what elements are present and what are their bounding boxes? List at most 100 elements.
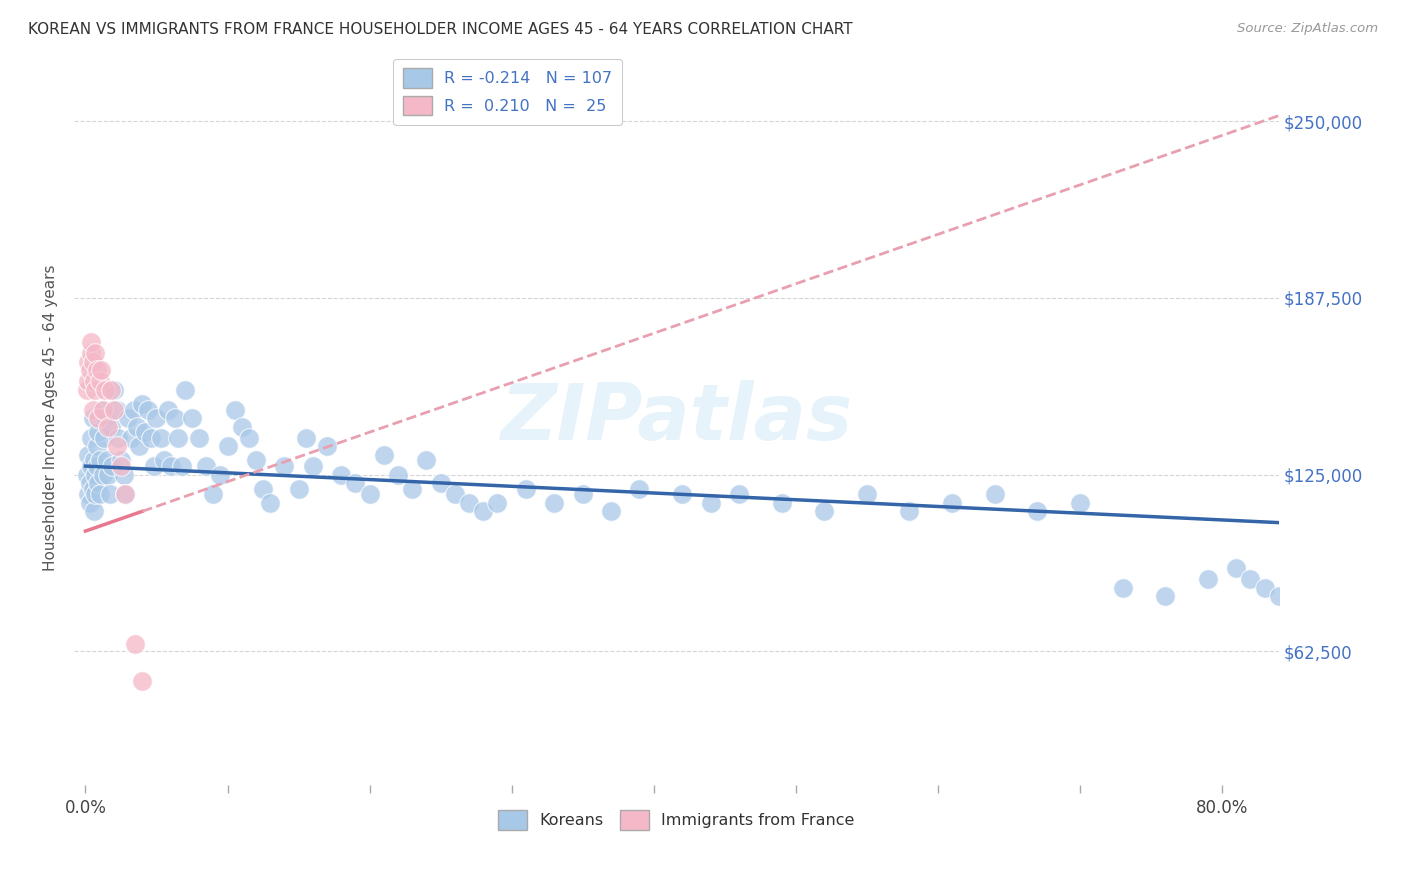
Point (110, 453, 132, 467)
Point (112, 467, 135, 482)
Point (174, 383, 197, 397)
Point (238, 431, 260, 445)
Point (86, 459, 108, 474)
Point (80, 459, 103, 474)
Point (159, 459, 181, 474)
Point (1154, 589, 1177, 603)
Point (181, 411, 204, 425)
Point (82, 354, 104, 368)
Point (301, 459, 323, 474)
Point (80, 431, 103, 445)
Point (671, 487, 693, 501)
Point (1225, 561, 1247, 575)
Point (83, 453, 105, 467)
Point (1253, 581, 1275, 595)
Point (294, 431, 316, 445)
Point (142, 459, 165, 474)
Point (84, 383, 107, 397)
Point (122, 402, 145, 417)
Point (93, 431, 115, 445)
Point (195, 459, 218, 474)
Point (100, 383, 122, 397)
Point (98, 487, 121, 501)
Point (101, 459, 124, 474)
Point (699, 496, 721, 510)
Point (224, 402, 246, 417)
Point (84, 487, 107, 501)
Point (87, 411, 110, 425)
Point (728, 487, 751, 501)
Point (163, 411, 186, 425)
Point (571, 487, 593, 501)
Point (124, 637, 146, 651)
Point (79, 496, 101, 510)
Point (152, 453, 174, 467)
Point (87, 425, 110, 440)
Point (77, 487, 100, 501)
Point (259, 496, 281, 510)
Point (89, 453, 111, 467)
Point (139, 431, 162, 445)
Point (86, 363, 108, 377)
Point (131, 673, 153, 688)
Point (344, 476, 367, 491)
Point (1282, 572, 1305, 586)
Point (97, 419, 120, 434)
Point (898, 504, 921, 518)
Point (114, 487, 136, 501)
Point (373, 448, 395, 462)
Point (82, 482, 104, 496)
Point (83, 504, 105, 518)
Point (316, 439, 339, 453)
Point (90, 363, 112, 377)
Point (89, 487, 111, 501)
Point (77, 448, 100, 462)
Point (77, 374, 100, 388)
Point (209, 467, 232, 482)
Point (166, 431, 188, 445)
Point (82, 402, 104, 417)
Point (770, 496, 793, 510)
Point (170, 459, 193, 474)
Point (131, 397, 153, 411)
Point (77, 354, 100, 368)
Point (97, 467, 120, 482)
Point (114, 487, 136, 501)
Point (84, 346, 107, 360)
Point (543, 496, 565, 510)
Point (149, 431, 172, 445)
Point (515, 482, 537, 496)
Point (472, 504, 495, 518)
Point (80, 346, 103, 360)
Text: Source: ZipAtlas.com: Source: ZipAtlas.com (1237, 22, 1378, 36)
Point (76, 467, 98, 482)
Point (91, 467, 114, 482)
Point (105, 439, 128, 453)
Point (86, 439, 108, 453)
Point (855, 487, 877, 501)
Point (79, 476, 101, 491)
Point (89, 374, 111, 388)
Point (76, 383, 98, 397)
Point (486, 496, 509, 510)
Point (145, 411, 167, 425)
Point (429, 476, 451, 491)
Point (90, 402, 112, 417)
Point (82, 411, 104, 425)
Point (117, 411, 139, 425)
Point (188, 431, 211, 445)
Point (287, 482, 309, 496)
Point (91, 402, 114, 417)
Point (415, 453, 437, 467)
Point (103, 383, 125, 397)
Point (107, 431, 129, 445)
Point (813, 504, 835, 518)
Point (941, 496, 963, 510)
Point (1239, 572, 1261, 586)
Point (217, 439, 239, 453)
Point (401, 482, 423, 496)
Point (983, 487, 1005, 501)
Point (245, 453, 267, 467)
Point (103, 402, 125, 417)
Point (105, 402, 128, 417)
